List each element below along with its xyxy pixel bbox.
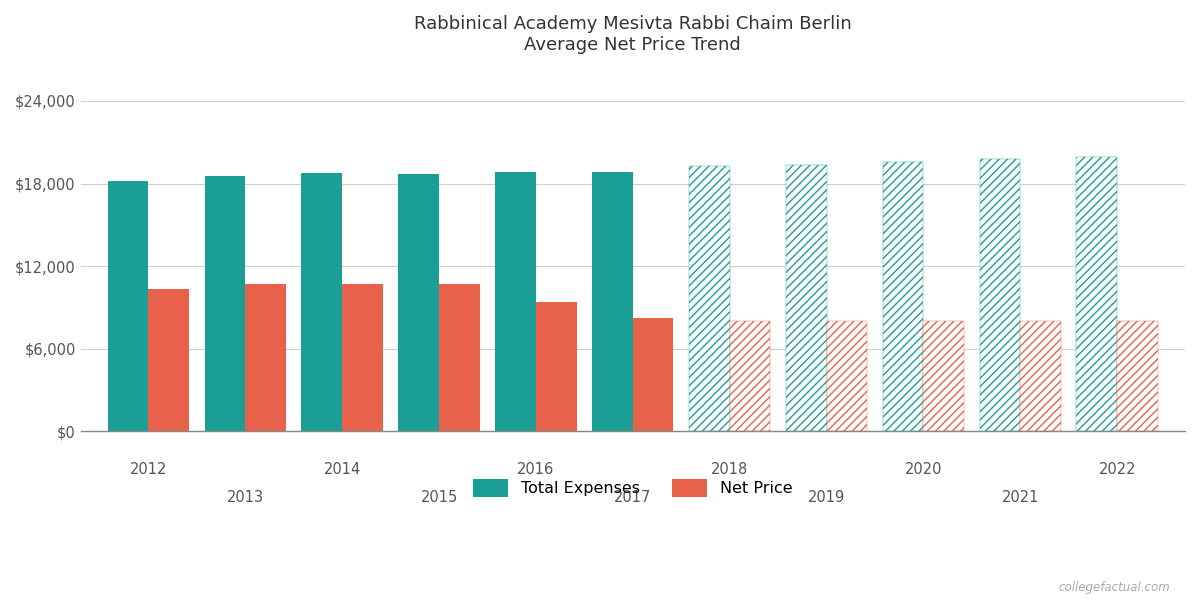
Text: 2012: 2012 bbox=[130, 462, 167, 477]
Text: 2013: 2013 bbox=[227, 490, 264, 505]
Bar bbox=[1076, 157, 1117, 431]
Bar bbox=[536, 302, 577, 431]
Bar bbox=[632, 318, 673, 431]
Bar bbox=[439, 284, 480, 431]
Bar bbox=[205, 176, 245, 431]
Bar bbox=[342, 284, 383, 431]
Text: 2019: 2019 bbox=[808, 490, 845, 505]
Bar bbox=[301, 173, 342, 431]
Legend: Total Expenses, Net Price: Total Expenses, Net Price bbox=[467, 472, 799, 503]
Text: 2014: 2014 bbox=[324, 462, 361, 477]
Bar bbox=[149, 289, 190, 431]
Title: Rabbinical Academy Mesivta Rabbi Chaim Berlin
Average Net Price Trend: Rabbinical Academy Mesivta Rabbi Chaim B… bbox=[414, 15, 852, 54]
Bar bbox=[592, 172, 632, 431]
Bar bbox=[786, 164, 827, 431]
Text: 2015: 2015 bbox=[420, 490, 457, 505]
Bar bbox=[827, 320, 868, 431]
Text: collegefactual.com: collegefactual.com bbox=[1058, 581, 1170, 594]
Text: 2017: 2017 bbox=[614, 490, 652, 505]
Bar bbox=[730, 320, 770, 431]
Bar bbox=[245, 284, 286, 431]
Text: 2020: 2020 bbox=[905, 462, 942, 477]
Bar bbox=[883, 162, 924, 431]
Bar bbox=[689, 166, 730, 431]
Text: 2021: 2021 bbox=[1002, 490, 1039, 505]
Bar bbox=[924, 320, 964, 431]
Bar bbox=[398, 173, 439, 431]
Text: 2016: 2016 bbox=[517, 462, 554, 477]
Bar bbox=[979, 160, 1020, 431]
Bar bbox=[1117, 320, 1158, 431]
Bar bbox=[496, 172, 536, 431]
Bar bbox=[108, 181, 149, 431]
Text: 2022: 2022 bbox=[1098, 462, 1136, 477]
Bar bbox=[1020, 320, 1061, 431]
Text: 2018: 2018 bbox=[712, 462, 749, 477]
